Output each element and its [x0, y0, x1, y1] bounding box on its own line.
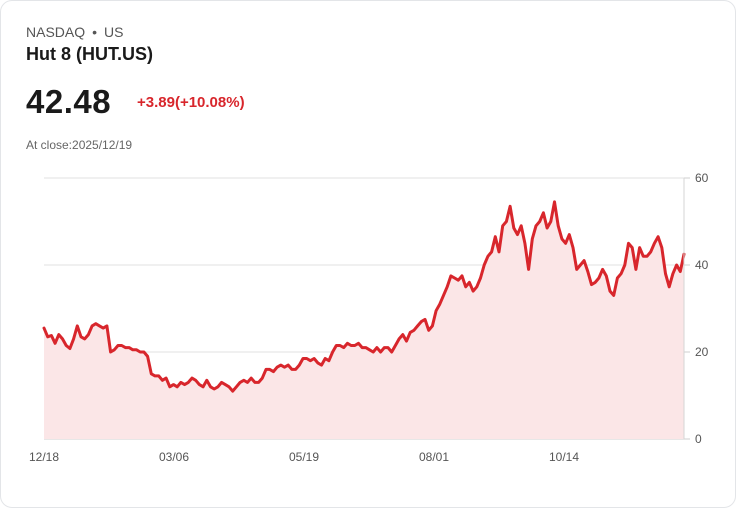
- y-tick-label: 40: [695, 258, 709, 272]
- region: US: [104, 24, 124, 40]
- y-tick-label: 60: [695, 171, 709, 185]
- price-line: [42, 200, 686, 393]
- x-axis-labels: 12/18 03/06 05/19 08/01 10/14: [29, 450, 579, 464]
- close-date: At close:2025/12/19: [26, 138, 133, 152]
- exchange-name: NASDAQ: [26, 24, 86, 40]
- exchange-info: NASDAQ • US: [26, 24, 123, 40]
- price-area-fill: [44, 201, 684, 439]
- stock-title: Hut 8 (HUT.US): [26, 44, 153, 64]
- x-tick-label: 10/14: [549, 450, 579, 464]
- separator-dot: •: [92, 24, 98, 40]
- x-tick-label: 12/18: [29, 450, 59, 464]
- y-axis-labels: 0 20 40 60: [695, 171, 709, 446]
- price-change: +3.89(+10.08%): [137, 94, 245, 111]
- current-price: 42.48: [26, 83, 112, 120]
- y-tick-label: 0: [695, 432, 702, 446]
- x-tick-label: 08/01: [419, 450, 449, 464]
- x-tick-label: 05/19: [289, 450, 319, 464]
- x-tick-label: 03/06: [159, 450, 189, 464]
- y-tick-label: 20: [695, 345, 709, 359]
